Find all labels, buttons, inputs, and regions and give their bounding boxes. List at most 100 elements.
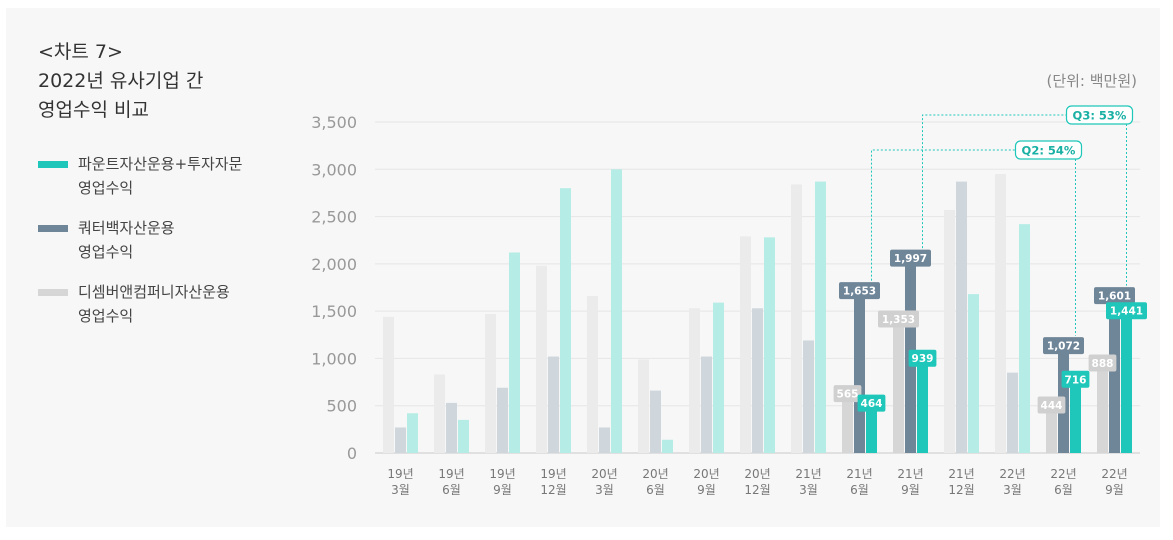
bar bbox=[383, 316, 394, 453]
bar bbox=[893, 325, 904, 453]
bar bbox=[536, 265, 547, 453]
bar bbox=[815, 181, 826, 453]
x-tick-label: 21년 bbox=[948, 467, 974, 481]
data-label-bg bbox=[833, 385, 862, 403]
bar bbox=[752, 308, 763, 453]
bar bbox=[587, 296, 598, 453]
chart-title-line3: 영업수익 비교 bbox=[38, 99, 149, 121]
bar bbox=[764, 237, 775, 453]
bar bbox=[662, 439, 673, 453]
bar bbox=[497, 387, 508, 453]
x-tick-label: 3월 bbox=[595, 483, 614, 497]
bar bbox=[842, 399, 853, 453]
data-label: 1,353 bbox=[882, 314, 915, 326]
x-tick-label: 19년 bbox=[489, 467, 515, 481]
x-tick-label: 3월 bbox=[1003, 483, 1022, 497]
x-tick-label: 22년 bbox=[999, 467, 1025, 481]
bar bbox=[434, 374, 445, 453]
x-tick-label: 20년 bbox=[591, 467, 617, 481]
x-tick-label: 20년 bbox=[693, 467, 719, 481]
x-tick-label: 19년 bbox=[387, 467, 413, 481]
x-tick-label: 6월 bbox=[850, 483, 869, 497]
bar bbox=[701, 356, 712, 453]
bar bbox=[740, 236, 751, 453]
data-label-bg bbox=[1106, 302, 1147, 320]
legend-swatch-quarterback bbox=[38, 225, 68, 232]
bar bbox=[956, 181, 967, 453]
data-label: 444 bbox=[1041, 400, 1063, 412]
bar bbox=[509, 252, 520, 453]
chart-title-line2: 2022년 유사기업 간 bbox=[38, 70, 204, 92]
data-label-bg bbox=[1088, 354, 1117, 372]
data-label: 1,072 bbox=[1047, 341, 1080, 353]
data-label-bg bbox=[1037, 396, 1066, 414]
data-label: 939 bbox=[912, 353, 934, 365]
y-tick-label: 2,500 bbox=[311, 208, 357, 227]
bar bbox=[917, 364, 928, 453]
x-tick-label: 3월 bbox=[391, 483, 410, 497]
y-tick-label: 3,500 bbox=[311, 113, 357, 132]
y-tick-label: 500 bbox=[326, 397, 357, 416]
legend-label-december: 디셈버앤컴퍼니자산운용 bbox=[78, 283, 230, 301]
bar bbox=[611, 169, 622, 454]
data-label-bg bbox=[908, 349, 937, 367]
data-label: 1,441 bbox=[1110, 306, 1143, 318]
x-tick-label: 9월 bbox=[1105, 483, 1124, 497]
data-label-bg bbox=[1061, 370, 1090, 388]
x-tick-label: 3월 bbox=[799, 483, 818, 497]
bar bbox=[1109, 301, 1120, 453]
bar bbox=[548, 356, 559, 453]
bar bbox=[1007, 372, 1018, 453]
data-label-bg bbox=[1094, 287, 1135, 305]
annotation-label: Q2: 54% bbox=[1022, 144, 1076, 158]
data-label: 1,997 bbox=[894, 253, 927, 265]
legend-sublabel-december: 영업수익 bbox=[78, 307, 134, 325]
bar bbox=[1097, 369, 1108, 453]
legend-label-quarterback: 쿼터백자산운용 bbox=[78, 219, 175, 237]
bar bbox=[854, 296, 865, 453]
annotation-box bbox=[1065, 105, 1134, 125]
legend-sublabel-quarterback: 영업수익 bbox=[78, 243, 134, 261]
x-tick-label: 12월 bbox=[744, 483, 770, 497]
x-tick-label: 9월 bbox=[901, 483, 920, 497]
y-tick-label: 0 bbox=[347, 444, 357, 463]
x-tick-label: 21년 bbox=[846, 467, 872, 481]
data-label: 1,601 bbox=[1098, 291, 1131, 303]
bar bbox=[650, 390, 661, 453]
bar bbox=[458, 419, 469, 453]
x-tick-label: 21년 bbox=[897, 467, 923, 481]
data-label-bg bbox=[890, 249, 931, 267]
bar bbox=[599, 427, 610, 453]
x-tick-label: 6월 bbox=[646, 483, 665, 497]
x-tick-label: 9월 bbox=[493, 483, 512, 497]
chart-title-line1: <차트 7> bbox=[38, 41, 123, 63]
y-tick-label: 3,000 bbox=[311, 160, 357, 179]
bar bbox=[968, 294, 979, 453]
data-label: 1,653 bbox=[843, 286, 876, 298]
bar bbox=[407, 413, 418, 453]
bar bbox=[638, 359, 649, 453]
legend-sublabel-fount: 영업수익 bbox=[78, 179, 134, 197]
bar bbox=[803, 340, 814, 453]
bar bbox=[1070, 385, 1081, 453]
annotation-bracket-line bbox=[922, 114, 1092, 249]
chart-panel bbox=[6, 8, 1160, 527]
bar bbox=[713, 302, 724, 453]
x-tick-label: 21년 bbox=[795, 467, 821, 481]
data-label: 888 bbox=[1092, 358, 1114, 370]
bar bbox=[1121, 316, 1132, 453]
unit-label: (단위: 백만원) bbox=[1046, 72, 1137, 90]
x-tick-label: 9월 bbox=[697, 483, 716, 497]
data-label-bg bbox=[878, 310, 919, 328]
y-tick-label: 1,000 bbox=[311, 349, 357, 368]
x-tick-label: 6월 bbox=[1054, 483, 1073, 497]
data-label: 716 bbox=[1065, 374, 1087, 386]
annotation-label: Q3: 53% bbox=[1073, 109, 1127, 123]
data-label-bg bbox=[857, 394, 886, 412]
x-tick-label: 12월 bbox=[540, 483, 566, 497]
bar bbox=[1046, 411, 1057, 453]
x-tick-label: 20년 bbox=[744, 467, 770, 481]
bar bbox=[1019, 224, 1030, 453]
chart-title: <차트 7> 2022년 유사기업 간 영업수익 비교 bbox=[38, 38, 203, 125]
